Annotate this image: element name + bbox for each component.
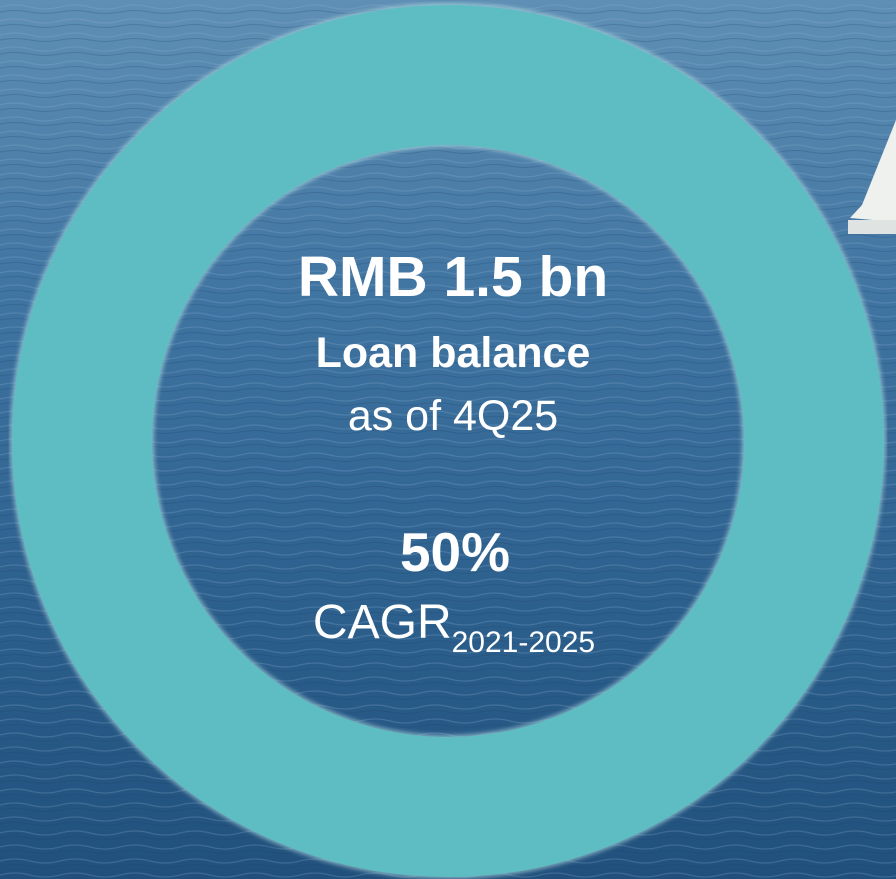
growth: 50% [400, 521, 510, 583]
growth-period: 2021-2025 [452, 626, 595, 659]
growth-label: CAGR [313, 596, 452, 649]
page: RMB 1.5 bn Loan balance as of 4Q25 50% C… [0, 0, 896, 879]
headline-note: as of 4Q25 [348, 392, 558, 440]
infographic: RMB 1.5 bn Loan balance as of 4Q25 50% C… [0, 0, 896, 879]
boat-hull [848, 220, 896, 234]
headline: RMB 1.5 bn [298, 245, 608, 309]
headline-label: Loan balance [316, 329, 591, 377]
